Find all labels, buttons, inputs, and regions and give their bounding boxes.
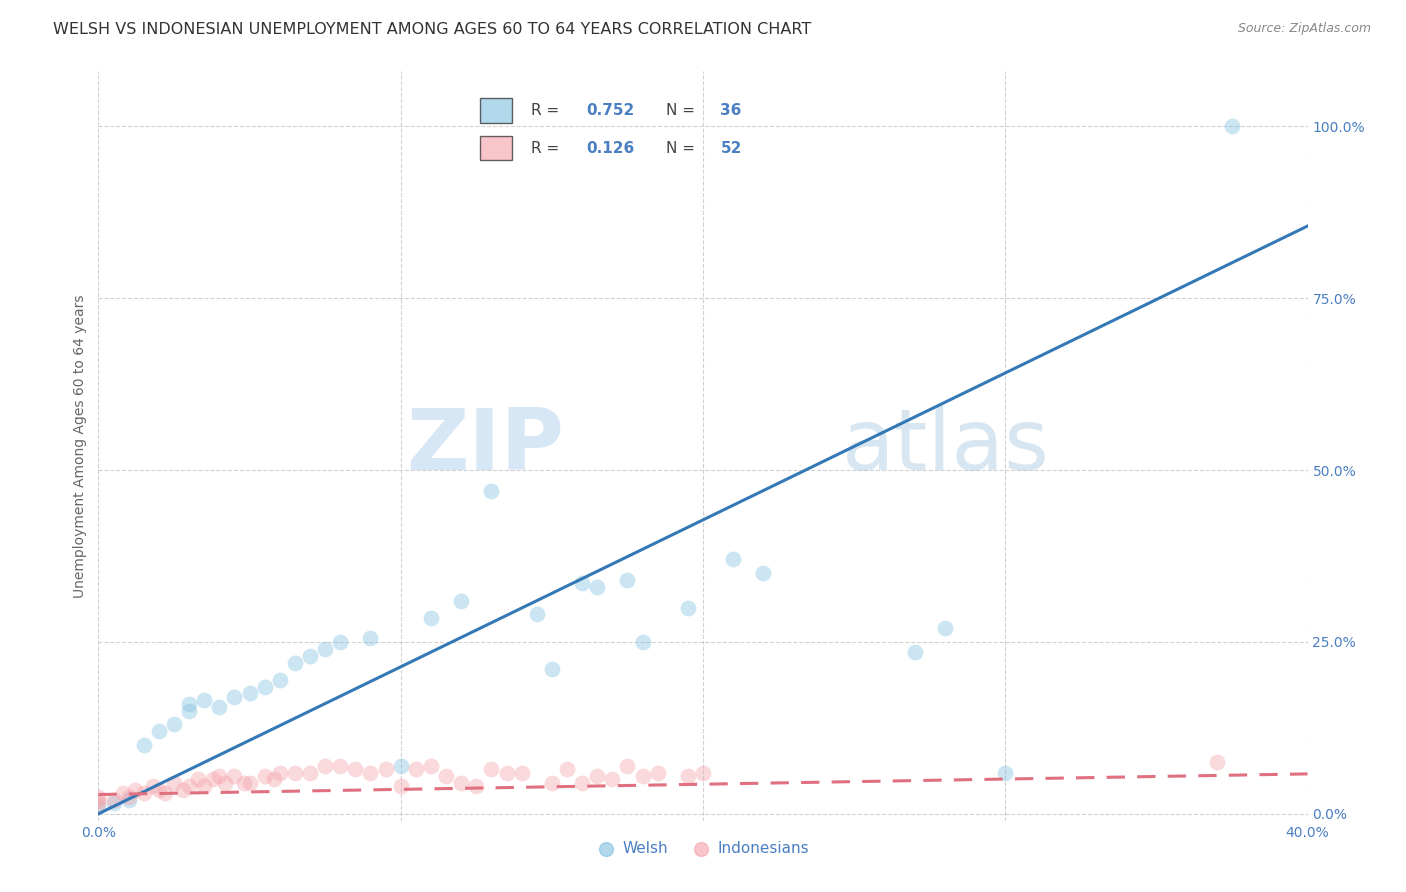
Point — [586, 580, 609, 594]
Point — [187, 772, 209, 787]
Point — [934, 621, 956, 635]
Point — [148, 782, 170, 797]
Point — [405, 762, 427, 776]
Point — [602, 772, 624, 787]
Point — [571, 576, 593, 591]
Point — [374, 762, 396, 776]
Point — [586, 769, 609, 783]
Point — [329, 635, 352, 649]
Point — [208, 769, 231, 783]
Point — [214, 776, 236, 790]
Point — [284, 656, 307, 670]
Point — [87, 797, 110, 811]
Point — [360, 765, 382, 780]
Point — [179, 704, 201, 718]
Point — [481, 483, 503, 498]
Point — [495, 765, 517, 780]
Point — [163, 776, 186, 790]
Point — [193, 693, 215, 707]
Text: ZIP: ZIP — [406, 404, 564, 488]
Y-axis label: Unemployment Among Ages 60 to 64 years: Unemployment Among Ages 60 to 64 years — [73, 294, 87, 598]
Point — [253, 680, 276, 694]
Point — [263, 772, 285, 787]
Point — [360, 632, 382, 646]
Point — [616, 758, 638, 772]
Point — [202, 772, 225, 787]
Point — [103, 797, 125, 811]
Point — [526, 607, 548, 622]
Point — [118, 793, 141, 807]
Point — [540, 662, 562, 676]
Text: WELSH VS INDONESIAN UNEMPLOYMENT AMONG AGES 60 TO 64 YEARS CORRELATION CHART: WELSH VS INDONESIAN UNEMPLOYMENT AMONG A… — [53, 22, 811, 37]
Point — [132, 738, 155, 752]
Point — [239, 686, 262, 700]
Point — [253, 769, 276, 783]
Point — [224, 690, 246, 704]
Point — [344, 762, 367, 776]
Point — [465, 779, 488, 793]
Point — [193, 779, 215, 793]
Point — [510, 765, 533, 780]
Point — [904, 645, 927, 659]
Point — [676, 600, 699, 615]
Point — [314, 641, 336, 656]
Point — [329, 758, 352, 772]
Point — [723, 552, 745, 566]
Point — [540, 776, 562, 790]
Point — [299, 648, 322, 663]
Point — [142, 779, 165, 793]
Point — [111, 786, 134, 800]
Point — [994, 765, 1017, 780]
Point — [631, 769, 654, 783]
Point — [269, 673, 291, 687]
Point — [179, 779, 201, 793]
Point — [179, 697, 201, 711]
Point — [148, 724, 170, 739]
Point — [676, 769, 699, 783]
Point — [450, 776, 472, 790]
Point — [239, 776, 262, 790]
Point — [87, 800, 110, 814]
Point — [153, 786, 176, 800]
Point — [389, 758, 412, 772]
Point — [420, 758, 443, 772]
Point — [555, 762, 578, 776]
Point — [172, 782, 194, 797]
Point — [208, 700, 231, 714]
Point — [224, 769, 246, 783]
Text: Source: ZipAtlas.com: Source: ZipAtlas.com — [1237, 22, 1371, 36]
Point — [420, 611, 443, 625]
Point — [132, 786, 155, 800]
Point — [87, 789, 110, 804]
Point — [481, 762, 503, 776]
Point — [103, 793, 125, 807]
Point — [450, 593, 472, 607]
Point — [752, 566, 775, 581]
Point — [1206, 755, 1229, 769]
Legend: Welsh, Indonesians: Welsh, Indonesians — [591, 835, 815, 862]
Point — [118, 789, 141, 804]
Point — [299, 765, 322, 780]
Point — [163, 717, 186, 731]
Point — [1220, 120, 1243, 134]
Point — [314, 758, 336, 772]
Point — [631, 635, 654, 649]
Point — [647, 765, 669, 780]
Text: atlas: atlas — [842, 404, 1050, 488]
Point — [571, 776, 593, 790]
Point — [616, 573, 638, 587]
Point — [124, 782, 146, 797]
Point — [692, 765, 714, 780]
Point — [389, 779, 412, 793]
Point — [269, 765, 291, 780]
Point — [232, 776, 254, 790]
Point — [434, 769, 457, 783]
Point — [284, 765, 307, 780]
Point — [87, 793, 110, 807]
